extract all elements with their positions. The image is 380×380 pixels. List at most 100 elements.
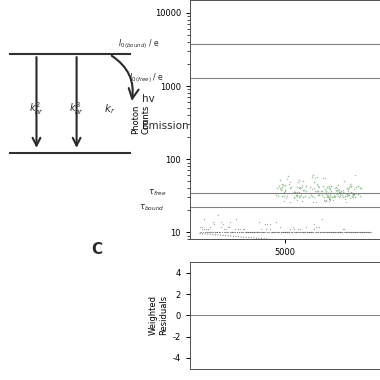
Point — [204, 229, 210, 235]
Point — [359, 229, 365, 235]
Point — [348, 182, 354, 188]
Point — [307, 229, 313, 235]
Point — [294, 226, 301, 232]
Point — [298, 192, 304, 198]
Point — [312, 223, 318, 230]
Y-axis label: Photon
Counts: Photon Counts — [131, 105, 150, 135]
Point — [323, 229, 329, 235]
Point — [201, 226, 207, 232]
Point — [225, 223, 231, 230]
Point — [344, 229, 350, 235]
Point — [273, 218, 279, 225]
Point — [260, 229, 266, 235]
Point — [354, 229, 360, 235]
Point — [202, 229, 208, 235]
Point — [347, 195, 353, 201]
Point — [283, 193, 290, 199]
Point — [297, 185, 303, 192]
Point — [342, 229, 348, 235]
Point — [316, 184, 322, 190]
Point — [312, 175, 318, 181]
Point — [294, 197, 300, 203]
Point — [337, 193, 343, 200]
Point — [287, 229, 293, 235]
Point — [291, 226, 297, 232]
Point — [292, 229, 298, 235]
Point — [309, 193, 315, 200]
Point — [325, 193, 331, 199]
Point — [330, 229, 336, 235]
Point — [290, 223, 296, 230]
Point — [259, 229, 265, 235]
Point — [350, 194, 356, 200]
Point — [278, 229, 284, 235]
Point — [235, 226, 241, 232]
Point — [248, 229, 254, 235]
Point — [280, 229, 286, 235]
Point — [281, 198, 287, 204]
Point — [322, 229, 328, 235]
Point — [362, 229, 368, 235]
Point — [336, 194, 342, 200]
Point — [273, 229, 279, 235]
Point — [308, 229, 314, 235]
Point — [310, 229, 316, 235]
Point — [323, 194, 329, 200]
Point — [247, 229, 253, 235]
Point — [300, 187, 306, 193]
Point — [284, 229, 290, 235]
Point — [344, 229, 350, 235]
Point — [287, 199, 293, 205]
Point — [258, 229, 264, 235]
Point — [343, 199, 349, 205]
Point — [317, 229, 323, 235]
Point — [212, 229, 218, 235]
Point — [361, 229, 367, 235]
Point — [352, 194, 358, 200]
Point — [323, 197, 329, 203]
Point — [345, 190, 351, 196]
Point — [337, 229, 343, 235]
Point — [247, 229, 253, 235]
Point — [287, 226, 293, 232]
Point — [340, 194, 346, 200]
Point — [309, 229, 315, 235]
Point — [323, 188, 329, 194]
Point — [345, 188, 351, 194]
Point — [205, 226, 211, 232]
Point — [312, 229, 318, 235]
Point — [327, 229, 333, 235]
Point — [327, 192, 333, 198]
Point — [367, 229, 374, 235]
Point — [336, 189, 342, 195]
Point — [346, 229, 352, 235]
Point — [267, 221, 273, 227]
Point — [303, 223, 309, 230]
Point — [291, 229, 297, 235]
Text: $k^2_{nr}$: $k^2_{nr}$ — [29, 100, 44, 117]
Point — [296, 190, 302, 196]
Point — [346, 184, 352, 190]
Point — [349, 193, 355, 200]
Point — [251, 229, 257, 235]
Point — [218, 218, 224, 225]
Point — [296, 189, 302, 195]
Point — [299, 198, 306, 204]
Point — [352, 229, 358, 235]
Point — [300, 229, 306, 235]
Point — [296, 177, 302, 183]
Point — [233, 216, 239, 222]
Point — [296, 229, 302, 235]
Point — [245, 229, 251, 235]
Point — [331, 229, 337, 235]
Point — [321, 196, 328, 203]
Point — [279, 184, 285, 190]
Point — [231, 226, 238, 232]
Point — [216, 229, 222, 235]
Point — [339, 229, 345, 235]
Point — [297, 193, 303, 200]
Point — [225, 229, 231, 235]
Point — [329, 194, 335, 200]
Point — [213, 229, 219, 235]
Point — [351, 185, 357, 192]
